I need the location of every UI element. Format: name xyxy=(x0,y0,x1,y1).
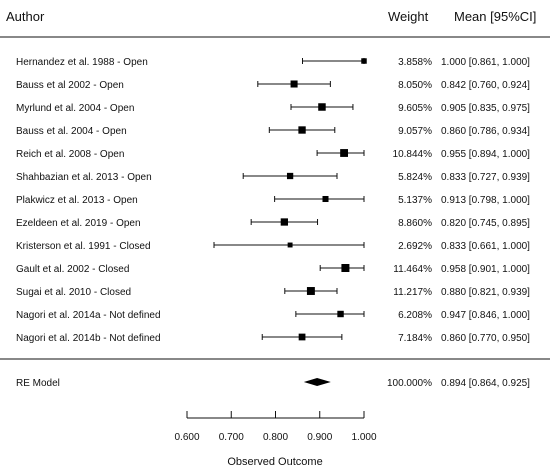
study-label: Gault et al. 2002 - Closed xyxy=(16,264,129,275)
study-ci: 1.000 [0.861, 1.000] xyxy=(441,57,530,68)
study-row: Nagori et al. 2014a - Not defined 6.208% 0… xyxy=(16,310,530,321)
header-author: Author xyxy=(6,9,45,24)
study-weight: 6.208% xyxy=(398,310,432,321)
study-label: Reich et al. 2008 - Open xyxy=(16,149,124,160)
x-tick-label: 0.600 xyxy=(174,432,199,443)
summary-weight: 100.000% xyxy=(387,378,432,389)
point-estimate xyxy=(306,287,315,295)
study-weight: 10.844% xyxy=(393,149,433,160)
study-ci: 0.833 [0.727, 0.939] xyxy=(441,172,530,183)
study-ci: 0.833 [0.661, 1.000] xyxy=(441,241,530,252)
summary-label: RE Model xyxy=(16,378,60,389)
study-label: Hernandez et al. 1988 - Open xyxy=(16,57,148,68)
study-ci: 0.820 [0.745, 0.895] xyxy=(441,218,530,229)
study-weight: 5.137% xyxy=(398,195,432,206)
study-weight: 8.050% xyxy=(398,80,432,91)
study-row: Bauss et al 2002 - Open 8.050% 0.842 [0.76… xyxy=(16,80,530,91)
point-estimate xyxy=(322,195,329,203)
study-row: Gault et al. 2002 - Closed 11.464% 0.958 [… xyxy=(16,264,530,275)
x-axis: 0.600 0.700 0.800 0.900 1.000 xyxy=(174,411,377,443)
study-row: Shahbazian et al. 2013 - Open 5.824% 0.833… xyxy=(16,172,530,183)
study-row: Kristerson et al. 1991 - Closed 2.692% 0.8… xyxy=(16,241,530,252)
study-row: Myrlund et al. 2004 - Open 9.605% 0.905 [0… xyxy=(16,103,530,114)
point-estimate xyxy=(280,218,288,226)
study-weight: 5.824% xyxy=(398,172,432,183)
study-weight: 3.858% xyxy=(398,57,432,68)
x-tick-label: 1.000 xyxy=(351,432,376,443)
point-estimate xyxy=(287,242,293,248)
summary-diamond xyxy=(303,378,331,386)
study-row: Nagori et al. 2014b - Not defined 7.184% 0… xyxy=(16,333,530,344)
x-tick-label: 0.800 xyxy=(263,432,288,443)
summary-row: RE Model 100.000% 0.894 [0.864, 0.925] xyxy=(16,378,530,389)
study-row: Reich et al. 2008 - Open 10.844% 0.955 [0.… xyxy=(16,149,530,160)
study-row: Plakwicz et al. 2013 - Open 5.137% 0.913 [… xyxy=(16,195,530,206)
study-weight: 2.692% xyxy=(398,241,432,252)
study-ci: 0.955 [0.894, 1.000] xyxy=(441,149,530,160)
study-ci: 0.947 [0.846, 1.000] xyxy=(441,310,530,321)
study-weight: 7.184% xyxy=(398,333,432,344)
x-tick-label: 0.700 xyxy=(219,432,244,443)
study-label: Bauss et al. 2004 - Open xyxy=(16,126,127,137)
study-label: Nagori et al. 2014b - Not defined xyxy=(16,333,161,344)
point-estimate xyxy=(361,58,367,64)
study-weight: 11.464% xyxy=(393,264,432,275)
study-row: Ezeldeen et al. 2019 - Open 8.860% 0.820 [… xyxy=(16,218,530,229)
study-label: Ezeldeen et al. 2019 - Open xyxy=(16,218,141,229)
summary-ci: 0.894 [0.864, 0.925] xyxy=(441,378,530,389)
study-row: Sugai et al. 2010 - Closed 11.217% 0.880 [… xyxy=(16,287,530,298)
study-label: Kristerson et al. 1991 - Closed xyxy=(16,241,151,252)
study-label: Shahbazian et al. 2013 - Open xyxy=(16,172,152,183)
point-estimate xyxy=(286,172,294,180)
study-weight: 11.217% xyxy=(393,287,432,298)
point-estimate xyxy=(340,149,349,157)
study-label: Plakwicz et al. 2013 - Open xyxy=(16,195,138,206)
point-estimate xyxy=(318,103,326,111)
study-row: Bauss et al. 2004 - Open 9.057% 0.860 [0.7… xyxy=(16,126,530,137)
point-estimate xyxy=(337,310,344,318)
study-label: Bauss et al 2002 - Open xyxy=(16,80,124,91)
study-weight: 8.860% xyxy=(398,218,432,229)
study-label: Sugai et al. 2010 - Closed xyxy=(16,287,131,298)
header-weight: Weight xyxy=(388,9,429,24)
point-estimate xyxy=(298,126,306,134)
study-label: Nagori et al. 2014a - Not defined xyxy=(16,310,161,321)
study-ci: 0.913 [0.798, 1.000] xyxy=(441,195,530,206)
study-ci: 0.842 [0.760, 0.924] xyxy=(441,80,530,91)
study-ci: 0.905 [0.835, 0.975] xyxy=(441,103,530,114)
study-ci: 0.860 [0.786, 0.934] xyxy=(441,126,530,137)
study-row: Hernandez et al. 1988 - Open 3.858% 1.000 … xyxy=(16,57,530,68)
study-rows: Hernandez et al. 1988 - Open 3.858% 1.000 … xyxy=(16,57,530,344)
study-ci: 0.880 [0.821, 0.939] xyxy=(441,287,530,298)
x-axis-label: Observed Outcome xyxy=(227,456,322,468)
x-tick-label: 0.900 xyxy=(307,432,332,443)
point-estimate xyxy=(290,80,298,88)
study-label: Myrlund et al. 2004 - Open xyxy=(16,103,134,114)
study-ci: 0.860 [0.770, 0.950] xyxy=(441,333,530,344)
header-mean: Mean [95%CI] xyxy=(454,9,536,24)
study-ci: 0.958 [0.901, 1.000] xyxy=(441,264,530,275)
study-weight: 9.605% xyxy=(398,103,432,114)
study-weight: 9.057% xyxy=(398,126,432,137)
point-estimate xyxy=(298,333,306,341)
point-estimate xyxy=(341,264,350,272)
